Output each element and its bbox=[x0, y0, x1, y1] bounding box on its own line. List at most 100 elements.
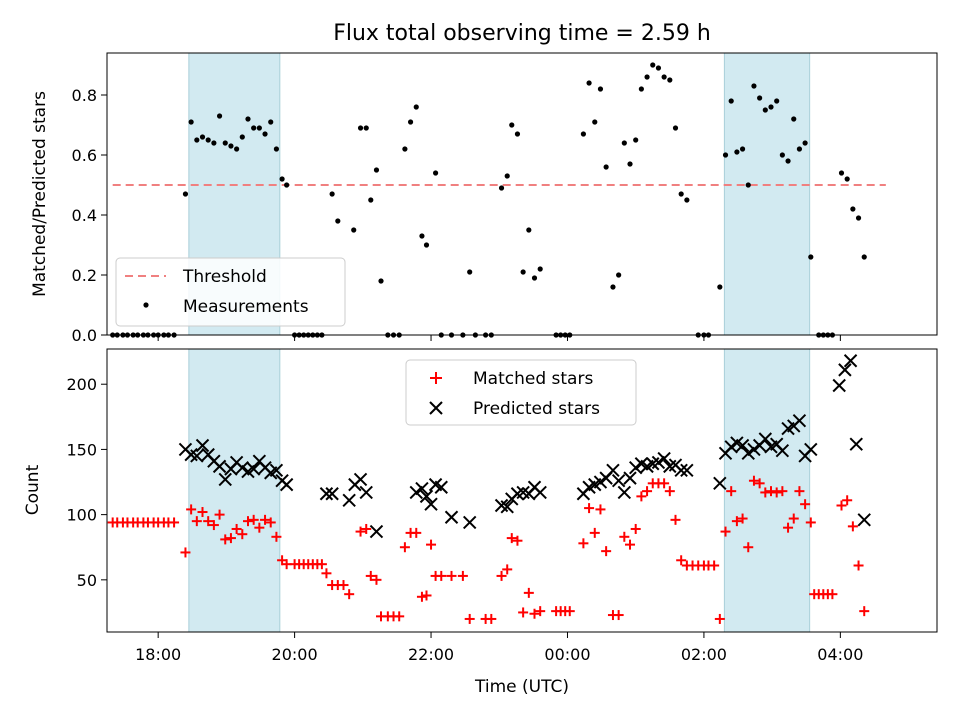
x-ticks-bottom: 18:00 20:00 22:00 00:00 02:00 04:00 bbox=[135, 632, 863, 664]
predicted-point bbox=[657, 451, 671, 466]
ratio-panel: 0.00.20.40.60.8 Matched/Predicted stars … bbox=[30, 52, 938, 345]
measurement-point bbox=[610, 284, 616, 290]
x-tick-label: 20:00 bbox=[272, 645, 318, 664]
observing-span-1 bbox=[188, 348, 281, 633]
matched-point bbox=[676, 555, 687, 566]
measurement-point bbox=[378, 278, 384, 284]
matched-point bbox=[847, 521, 858, 532]
predicted-point bbox=[325, 487, 339, 501]
matched-point bbox=[805, 517, 816, 528]
measurement-point bbox=[638, 86, 644, 92]
measurement-point bbox=[621, 140, 627, 146]
measurement-point bbox=[644, 74, 650, 80]
matched-point bbox=[248, 514, 259, 525]
matched-point bbox=[208, 520, 219, 531]
predicted-point bbox=[849, 437, 863, 451]
measurement-point bbox=[256, 125, 262, 131]
y-tick-label: 150 bbox=[66, 440, 97, 459]
measurement-point bbox=[216, 113, 223, 119]
matched-point bbox=[361, 523, 372, 534]
measurement-point bbox=[655, 65, 662, 71]
predicted-point bbox=[533, 485, 547, 500]
predicted-point bbox=[857, 513, 871, 527]
measurement-point bbox=[402, 146, 408, 152]
matched-point bbox=[496, 570, 507, 581]
measurement-point bbox=[262, 131, 268, 137]
measurement-point bbox=[211, 140, 217, 146]
predicted-point bbox=[792, 414, 807, 428]
predicted-point bbox=[593, 475, 608, 489]
legend-top: Threshold Measurements bbox=[115, 257, 346, 327]
matched-point bbox=[584, 503, 595, 514]
matched-point bbox=[371, 574, 382, 585]
predicted-point bbox=[724, 440, 738, 454]
matched-point bbox=[595, 504, 606, 515]
x-tick-label: 18:00 bbox=[135, 645, 181, 664]
matched-point bbox=[169, 517, 180, 528]
measurement-point bbox=[684, 197, 690, 203]
measurement-point bbox=[592, 119, 598, 125]
matched-point bbox=[748, 475, 759, 486]
predicted-point bbox=[434, 480, 448, 494]
matched-point bbox=[321, 568, 332, 579]
legend-matched-label: Matched stars bbox=[473, 369, 593, 389]
matched-point bbox=[365, 570, 376, 581]
measurement-point bbox=[791, 116, 797, 122]
predicted-point bbox=[775, 444, 790, 458]
matched-point bbox=[523, 587, 534, 598]
predicted-point bbox=[606, 463, 620, 477]
measurement-point bbox=[205, 137, 211, 143]
measurement-point bbox=[520, 269, 526, 275]
measurement-point bbox=[844, 176, 850, 182]
measurement-point bbox=[739, 146, 746, 152]
matched-point bbox=[220, 534, 231, 545]
measurement-point bbox=[273, 146, 280, 152]
measurement-point bbox=[757, 95, 763, 101]
measurement-point bbox=[182, 191, 189, 197]
measurement-point bbox=[762, 107, 768, 113]
predicted-point bbox=[279, 477, 294, 492]
measurement-point bbox=[678, 191, 684, 197]
measurement-point bbox=[667, 77, 673, 83]
legend-matched-swatch bbox=[430, 372, 442, 384]
matched-point bbox=[670, 514, 681, 525]
predicted-point bbox=[353, 472, 368, 487]
matched-point bbox=[564, 606, 575, 617]
matched-point bbox=[636, 491, 647, 502]
measurement-point bbox=[268, 119, 274, 125]
matched-point bbox=[186, 504, 197, 515]
predicted-point bbox=[269, 463, 284, 477]
y-axis-label-bottom: Count bbox=[23, 464, 43, 515]
matched-point bbox=[800, 499, 811, 510]
measurement-point bbox=[672, 125, 679, 131]
measurement-point bbox=[717, 284, 723, 290]
matched-point bbox=[446, 570, 457, 581]
matched-point bbox=[625, 539, 636, 550]
predicted-point bbox=[838, 363, 852, 377]
count-panel: 50 100 150 200 18:00 20:00 22:00 00:00 02:00 04:… bbox=[23, 348, 938, 664]
matched-point bbox=[743, 542, 754, 553]
measurement-point bbox=[855, 215, 862, 221]
x-ticks-top bbox=[157, 335, 841, 341]
y-tick-label: 0.2 bbox=[72, 266, 97, 285]
predicted-point bbox=[462, 515, 477, 530]
predicted-point bbox=[319, 487, 334, 501]
measurement-point bbox=[368, 197, 374, 203]
legend-bottom: Matched stars Predicted stars bbox=[405, 359, 637, 426]
matched-point bbox=[836, 500, 847, 511]
y-tick-label: 50 bbox=[77, 571, 97, 590]
measurement-point bbox=[537, 266, 543, 272]
matched-point bbox=[827, 589, 838, 600]
matched-point bbox=[664, 486, 675, 497]
matched-point bbox=[659, 478, 670, 489]
measurement-point bbox=[616, 272, 622, 278]
y-tick-label: 0.0 bbox=[72, 326, 97, 345]
matched-point bbox=[771, 487, 782, 498]
predicted-point bbox=[419, 489, 434, 504]
y-axis-label-top: Matched/Predicted stars bbox=[30, 91, 50, 297]
matched-point bbox=[426, 539, 437, 550]
figure-title: Flux total observing time = 2.59 h bbox=[333, 21, 711, 46]
observing-span-2 bbox=[723, 52, 811, 336]
matched-point bbox=[794, 486, 805, 497]
measurement-point bbox=[194, 137, 200, 143]
